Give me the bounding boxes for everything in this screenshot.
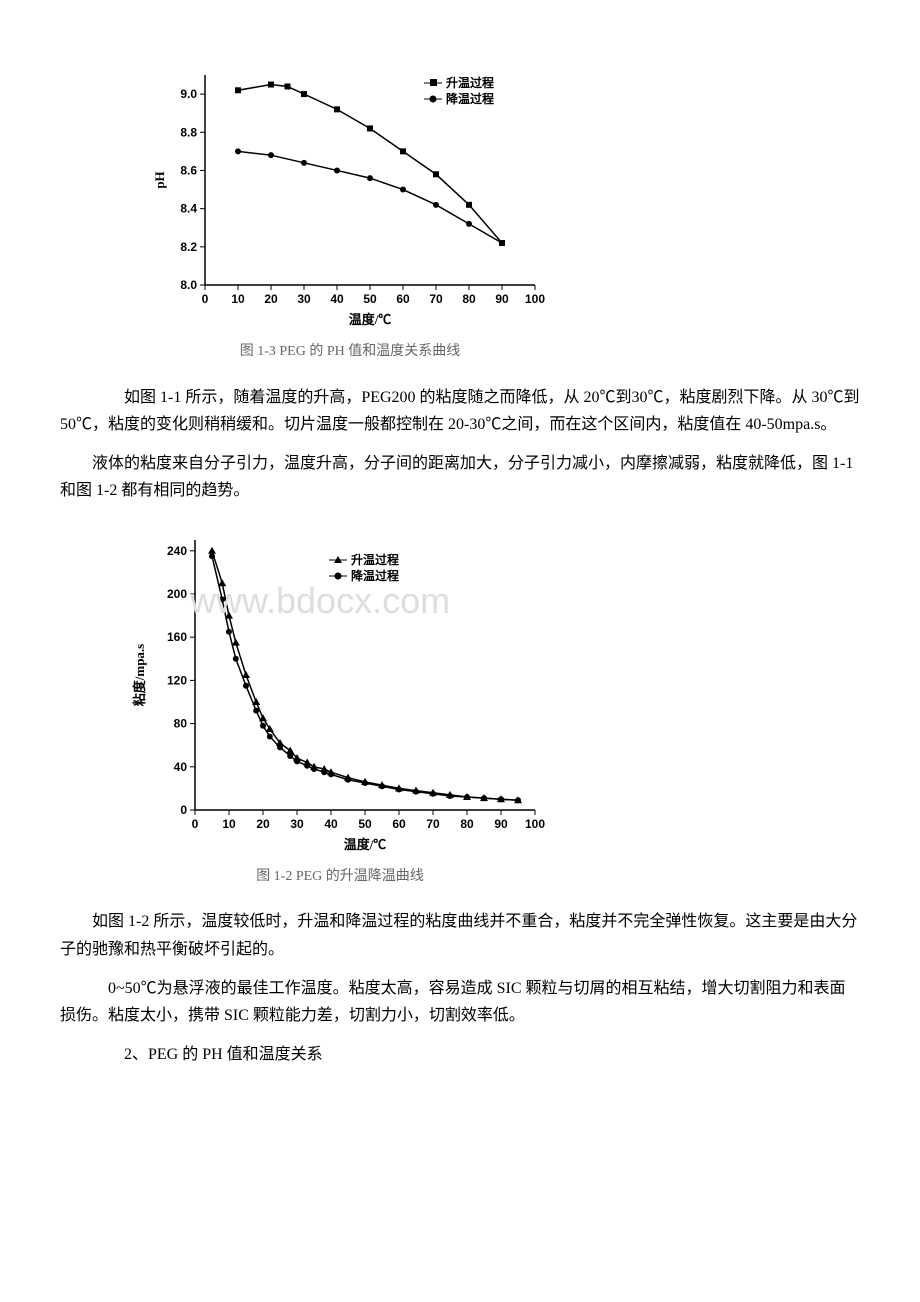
svg-text:降温过程: 降温过程 — [351, 568, 399, 583]
svg-text:8.2: 8.2 — [180, 240, 197, 254]
svg-text:40: 40 — [174, 759, 188, 773]
chart-2: 0 10 20 30 40 50 60 70 80 90 100 0 40 80 120 160 200 240 温… — [130, 525, 550, 855]
svg-text:160: 160 — [167, 630, 187, 644]
paragraph-5: 2、PEG 的 PH 值和温度关系 — [60, 1041, 860, 1068]
svg-text:80: 80 — [460, 817, 474, 831]
paragraph-3: 如图 1-2 所示，温度较低时，升温和降温过程的粘度曲线并不重合，粘度并不完全弹… — [60, 908, 860, 962]
svg-text:240: 240 — [167, 543, 187, 557]
svg-text:50: 50 — [363, 292, 377, 306]
svg-text:温度/℃: 温度/℃ — [349, 312, 392, 327]
svg-text:8.8: 8.8 — [180, 125, 197, 139]
svg-text:8.6: 8.6 — [180, 163, 197, 177]
svg-text:10: 10 — [231, 292, 245, 306]
svg-text:200: 200 — [167, 587, 187, 601]
svg-text:60: 60 — [396, 292, 410, 306]
svg-text:100: 100 — [525, 817, 545, 831]
svg-text:升温过程: 升温过程 — [351, 552, 399, 567]
svg-text:90: 90 — [495, 292, 509, 306]
svg-text:0: 0 — [192, 817, 199, 831]
svg-text:10: 10 — [222, 817, 236, 831]
chart-1-svg: 0 10 20 30 40 50 60 70 80 90 100 8.0 8.2 8.4 8.6 8.8 9.0… — [150, 60, 550, 330]
svg-text:20: 20 — [256, 817, 270, 831]
paragraph-4: 0~50℃为悬浮液的最佳工作温度。粘度太高，容易造成 SIC 颗粒与切屑的相互粘… — [60, 975, 860, 1029]
svg-text:60: 60 — [392, 817, 406, 831]
svg-text:80: 80 — [462, 292, 476, 306]
svg-text:9.0: 9.0 — [180, 87, 197, 101]
chart-1: 0 10 20 30 40 50 60 70 80 90 100 8.0 8.2 8.4 8.6 8.8 9.0… — [150, 60, 550, 330]
svg-text:20: 20 — [264, 292, 278, 306]
svg-text:40: 40 — [324, 817, 338, 831]
svg-text:降温过程: 降温过程 — [446, 91, 494, 106]
paragraph-1: 如图 1-1 所示，随着温度的升高，PEG200 的粘度随之而降低，从 20℃到… — [60, 384, 860, 438]
svg-text:30: 30 — [297, 292, 311, 306]
svg-text:8.4: 8.4 — [180, 202, 197, 216]
svg-text:120: 120 — [167, 673, 187, 687]
svg-text:0: 0 — [202, 292, 209, 306]
svg-text:温度/℃: 温度/℃ — [344, 837, 387, 852]
svg-text:8.0: 8.0 — [180, 278, 197, 292]
svg-text:50: 50 — [358, 817, 372, 831]
chart-1-container: 0 10 20 30 40 50 60 70 80 90 100 8.0 8.2 8.4 8.6 8.8 9.0… — [60, 60, 860, 364]
chart-2-caption: 图 1-2 PEG 的升温降温曲线 — [130, 865, 550, 889]
chart-2-svg: 0 10 20 30 40 50 60 70 80 90 100 0 40 80 120 160 200 240 温… — [130, 525, 550, 855]
svg-text:升温过程: 升温过程 — [446, 75, 494, 90]
svg-text:0: 0 — [180, 803, 187, 817]
svg-text:80: 80 — [174, 716, 188, 730]
chart-2-container: 0 10 20 30 40 50 60 70 80 90 100 0 40 80 120 160 200 240 温… — [60, 525, 860, 889]
svg-text:pH: pH — [152, 171, 167, 188]
svg-text:70: 70 — [429, 292, 443, 306]
chart-1-caption: 图 1-3 PEG 的 PH 值和温度关系曲线 — [150, 340, 550, 364]
svg-text:90: 90 — [494, 817, 508, 831]
svg-text:30: 30 — [290, 817, 304, 831]
svg-text:70: 70 — [426, 817, 440, 831]
svg-text:40: 40 — [330, 292, 344, 306]
paragraph-2: 液体的粘度来自分子引力，温度升高，分子间的距离加大，分子引力减小，内摩擦减弱，粘… — [60, 450, 860, 504]
svg-text:100: 100 — [525, 292, 545, 306]
svg-text:粘度/mpa.s: 粘度/mpa.s — [132, 643, 147, 706]
